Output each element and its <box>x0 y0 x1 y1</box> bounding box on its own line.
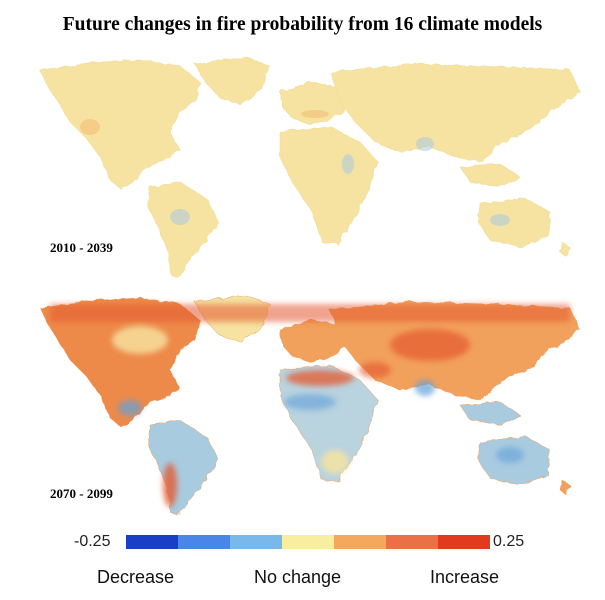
orange-patch-west-us <box>80 119 100 135</box>
africa-landmass <box>279 126 379 245</box>
new-zealand-landmass <box>559 241 571 258</box>
red-patch-central-asia <box>390 329 470 361</box>
blue-patch-south-asia <box>415 380 435 396</box>
legend-swatch-4 <box>334 535 386 549</box>
north-america-landmass <box>39 59 201 191</box>
new-zealand-landmass <box>559 479 571 496</box>
light-blue-patch-australia <box>490 214 510 226</box>
light-blue-patch-east-africa <box>342 154 354 174</box>
blue-patch-mexico <box>118 400 142 416</box>
light-blue-patch-amazon <box>170 209 190 225</box>
greenland-landmass <box>194 56 271 105</box>
legend-increase-label: Increase <box>430 567 500 587</box>
south-america-landmass <box>147 181 219 279</box>
light-blue-patch-south-asia <box>416 137 434 151</box>
blue-patch-sahel <box>284 394 336 410</box>
australia-landmass <box>477 197 551 248</box>
period-label-2070-2099: 2070 - 2099 <box>50 486 113 501</box>
orange-patch-mediterranean <box>301 110 329 118</box>
red-patch-andes <box>163 463 177 507</box>
southeast-asia-islands <box>459 401 521 426</box>
legend-swatch-2 <box>230 535 282 549</box>
legend-no-change-label: No change <box>254 567 342 587</box>
south-america-landmass <box>147 419 219 517</box>
red-patch-middle-east <box>359 362 391 378</box>
red-patch-sahara <box>286 370 354 386</box>
yellow-patch-south-africa <box>321 450 349 474</box>
period-label-2010-2039: 2010 - 2039 <box>50 240 113 255</box>
legend-swatch-0 <box>126 535 178 549</box>
yellow-patch-canada <box>112 326 168 354</box>
europe-landmass <box>279 81 349 125</box>
asia-landmass <box>329 63 581 163</box>
legend-swatch-3 <box>282 535 334 549</box>
world-map-2010-2039 <box>39 56 581 279</box>
legend-swatch-6 <box>438 535 490 549</box>
legend-decrease-label: Decrease <box>97 567 175 587</box>
figure-title: Future changes in fire probability from … <box>62 14 543 35</box>
legend-color-bar <box>126 535 490 549</box>
northern-red-band <box>50 304 570 322</box>
legend-max-label: 0.25 <box>493 533 525 550</box>
blue-patch-australia <box>496 447 524 463</box>
legend-swatch-5 <box>386 535 438 549</box>
legend-min-label: -0.25 <box>74 533 111 550</box>
world-map-2070-2099 <box>39 294 581 517</box>
southeast-asia-islands <box>459 163 521 188</box>
legend-swatch-1 <box>178 535 230 549</box>
